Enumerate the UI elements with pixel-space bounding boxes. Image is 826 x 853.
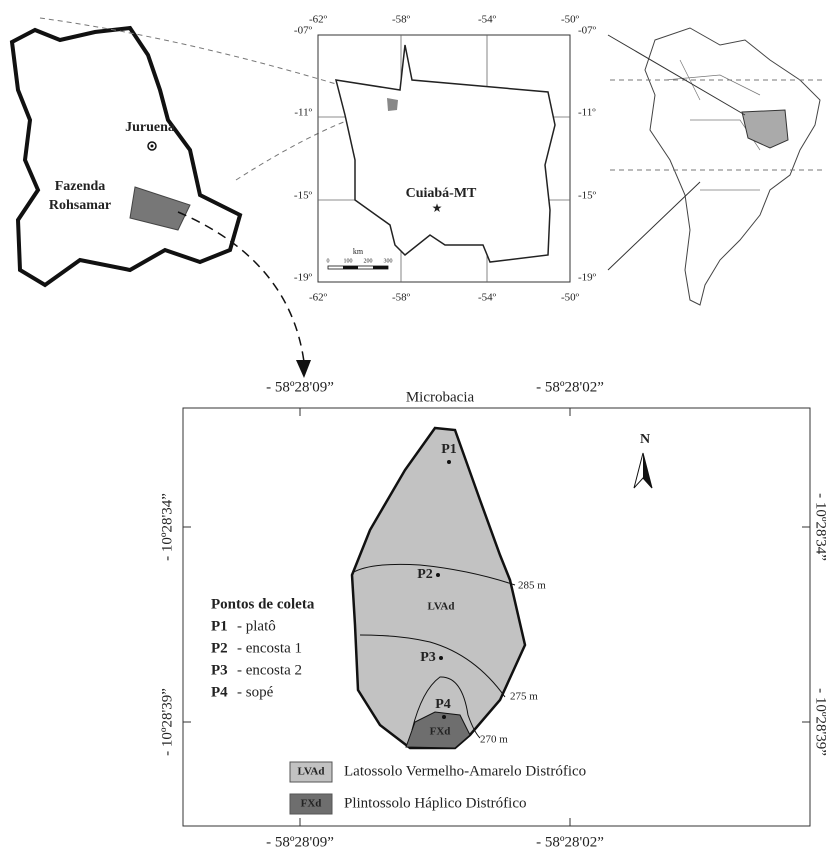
lat-label: - 10º28'39” (813, 688, 826, 756)
lat-label: -11º (578, 107, 596, 119)
lat-label: - 10º28'34” (159, 493, 175, 561)
point-label: P3 (420, 650, 436, 665)
sampling-id: P3 (211, 662, 228, 678)
lat-label: -07º (294, 25, 313, 37)
arrow-head (296, 360, 311, 378)
capital-marker: ★ (432, 201, 443, 215)
contour (411, 676, 481, 739)
country-borders (664, 59, 761, 191)
town-marker (150, 144, 154, 148)
map-title: Microbacia (406, 389, 475, 405)
farm-label: Fazenda (55, 179, 106, 194)
lon-label: -58º (392, 292, 411, 304)
legend-code: FXd (301, 798, 322, 810)
soil-label: FXd (430, 726, 451, 738)
scale-bar (343, 266, 358, 269)
scale-bar (373, 266, 388, 269)
map-frame (317, 34, 571, 283)
contour-label: 270 m (480, 734, 508, 746)
lon-label: -62º (309, 14, 328, 26)
lat-label: - 10º28'39” (159, 688, 175, 756)
point-label: P1 (441, 442, 457, 457)
map-frame (182, 407, 811, 827)
point-label: P4 (435, 697, 451, 712)
lat-label: -11º (294, 107, 312, 119)
sample-point (447, 460, 451, 464)
lat-label: -19º (578, 272, 597, 284)
municipality-outline (9, 25, 243, 288)
sampling-desc: - encosta 1 (237, 640, 302, 656)
sample-point (436, 573, 440, 577)
connector (39, 17, 389, 101)
municipality-location (387, 98, 398, 111)
scale-unit: km (353, 247, 364, 256)
contour-label: 285 m (518, 580, 546, 592)
lon-label: -54º (478, 14, 497, 26)
lat-label: -07º (578, 25, 597, 37)
legend-label: Plintossolo Háplico Distrófico (344, 795, 527, 811)
continent-outline (644, 27, 821, 306)
contour (351, 563, 516, 586)
lon-label: -50º (561, 14, 580, 26)
zoom-arrow (177, 211, 305, 363)
lon-label: -50º (561, 292, 580, 304)
town-marker (147, 141, 157, 151)
sampling-id: P1 (211, 618, 228, 634)
state-outline (334, 44, 556, 263)
lon-label: - 58º28'09” (266, 379, 334, 395)
sampling-id: P2 (211, 640, 228, 656)
lat-label: -15º (578, 190, 597, 202)
sampling-desc: - platô (237, 618, 276, 634)
scale-label: 0 (327, 258, 330, 264)
north-arrow (643, 453, 652, 488)
lon-label: -62º (309, 292, 328, 304)
contour-label: 275 m (510, 691, 538, 703)
capital-label: Cuiabá-MT (406, 186, 477, 201)
lon-label: -58º (392, 14, 411, 26)
lon-label: -54º (478, 292, 497, 304)
lat-label: -15º (294, 190, 313, 202)
north-label: N (640, 432, 650, 447)
sampling-title: Pontos de coleta (211, 596, 315, 612)
soil-label: LVAd (428, 601, 455, 613)
lat-label: - 10º28'34” (813, 493, 826, 561)
scale-label: 300 (384, 258, 393, 264)
lat-label: -19º (294, 272, 313, 284)
legend-swatch (289, 793, 333, 815)
contour (359, 634, 506, 698)
lon-label: - 58º28'02” (536, 834, 604, 850)
sampling-id: P4 (211, 684, 228, 700)
legend-code: LVAd (298, 766, 325, 778)
sample-point (442, 715, 446, 719)
pointer (607, 34, 746, 116)
lon-label: - 58º28'09” (266, 834, 334, 850)
point-label: P2 (417, 567, 433, 582)
pointer (607, 181, 701, 271)
legend-swatch (289, 761, 333, 783)
scale-label: 200 (364, 258, 373, 264)
legend-label: Latossolo Vermelho-Amarelo Distrófico (344, 763, 586, 779)
sampling-desc: - encosta 2 (237, 662, 302, 678)
sampling-desc: - sopé (237, 684, 274, 700)
town-label: Juruena (125, 120, 175, 135)
farm-label: Rohsamar (49, 198, 111, 213)
scale-label: 100 (344, 258, 353, 264)
fxd-area (405, 711, 471, 749)
lon-label: - 58º28'02” (536, 379, 604, 395)
sample-point (439, 656, 443, 660)
state-location (741, 109, 789, 149)
farm-area (129, 186, 191, 231)
